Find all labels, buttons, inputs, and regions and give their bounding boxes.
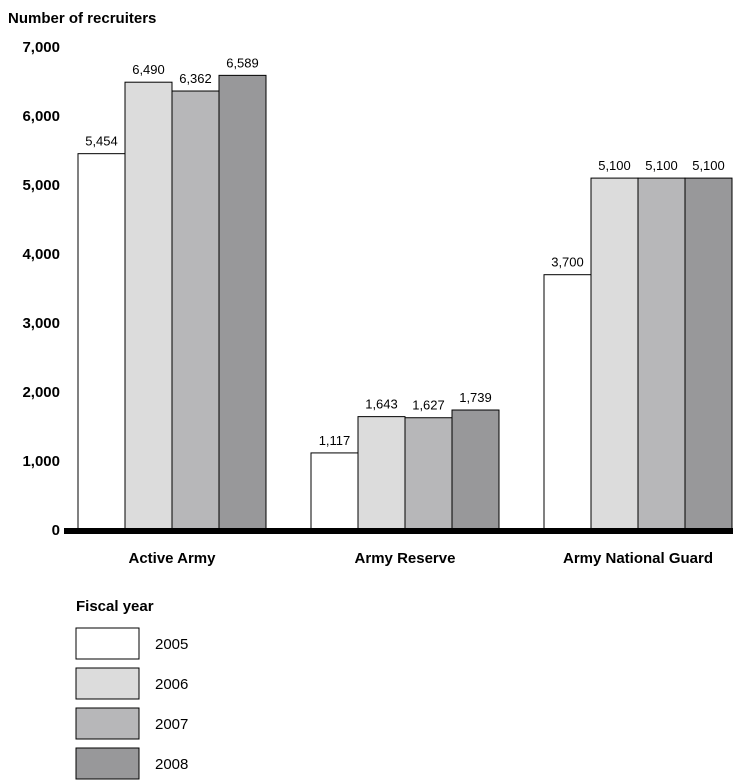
bar [451,409,500,531]
legend-label: 2005 [155,636,188,653]
legend: Fiscal year 2005 2006 2007 2008 [75,598,188,780]
bar [543,274,592,531]
y-tick-label: 0 [52,522,60,539]
y-tick-label: 4,000 [22,246,60,263]
x-category-label: Army Reserve [355,550,456,567]
y-tick-label: 5,000 [22,177,60,194]
y-axis-ticks: 0 1,000 2,000 3,000 4,000 5,000 6,000 7,000 [22,39,60,539]
data-label: 1,627 [412,398,445,413]
legend-label: 2007 [155,716,188,733]
legend-swatch [75,667,140,700]
bar [310,452,359,531]
bars [77,74,733,531]
bar [637,177,686,531]
bar [357,416,406,531]
y-tick-label: 6,000 [22,108,60,125]
x-category-label: Army National Guard [563,550,713,567]
data-label: 6,490 [132,62,165,77]
data-label: 5,454 [85,134,118,149]
legend-swatch [75,707,140,740]
data-labels: 5,454 6,490 6,362 6,589 1,117 1,643 1,627 1,739… [85,55,725,448]
legend-swatch [75,627,140,660]
data-label: 5,100 [692,158,725,173]
bar [77,153,126,531]
data-label: 5,100 [598,158,631,173]
x-category-label: Active Army [129,550,217,567]
legend-title: Fiscal year [76,598,154,615]
data-label: 5,100 [645,158,678,173]
data-label: 1,117 [319,433,351,448]
data-label: 1,643 [365,397,398,412]
y-tick-label: 3,000 [22,315,60,332]
legend-label: 2008 [155,756,188,773]
bar [404,417,453,531]
y-tick-label: 2,000 [22,384,60,401]
bar [684,177,733,531]
y-tick-label: 7,000 [22,39,60,56]
data-label: 6,362 [179,71,212,86]
data-label: 3,700 [551,255,584,270]
legend-items: 2005 2006 2007 2008 [75,627,188,780]
bar [171,90,220,531]
legend-swatch [75,747,140,780]
bar [590,177,639,531]
y-axis-title: Number of recruiters [8,10,156,27]
data-label: 6,589 [226,55,259,70]
data-label: 1,739 [459,390,492,405]
x-axis-categories: Active Army Army Reserve Army National Gua… [129,550,714,567]
bar [124,81,173,531]
legend-label: 2006 [155,676,188,693]
y-tick-label: 1,000 [22,453,60,470]
bar [218,74,267,531]
